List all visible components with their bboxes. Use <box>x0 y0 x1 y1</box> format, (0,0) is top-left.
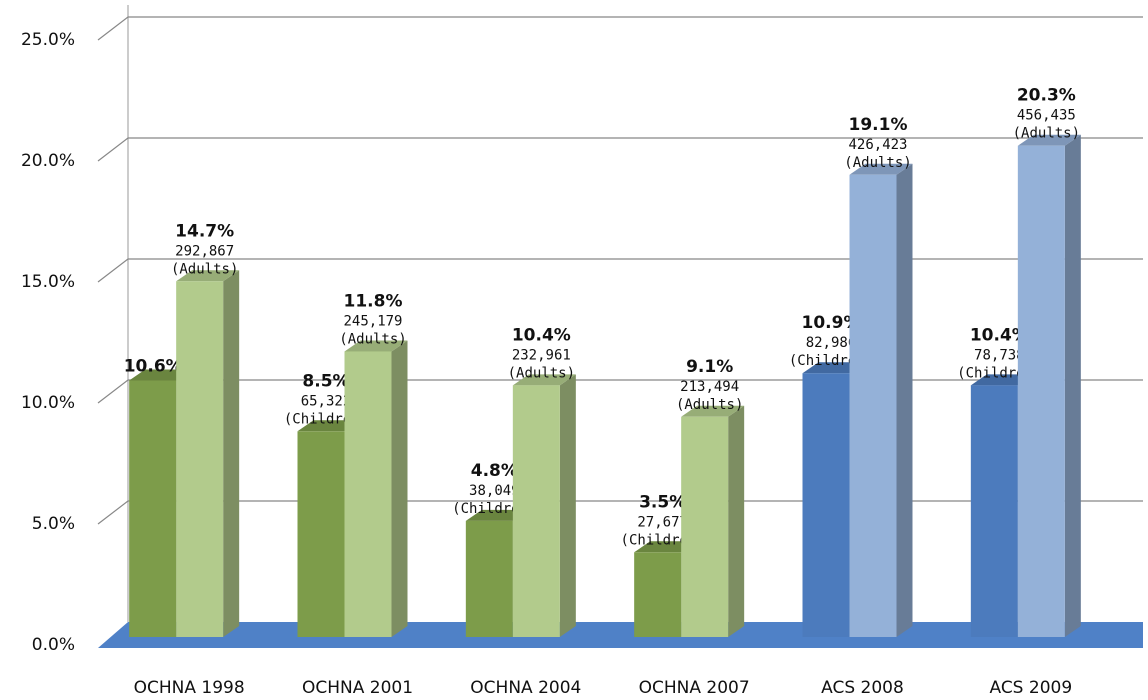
group-label: (Adults) <box>676 397 743 413</box>
count-label: 456,435 <box>1017 108 1076 124</box>
x-tick-label: OCHNA 2007 <box>639 678 750 698</box>
bar-top <box>512 374 576 386</box>
count-label: 426,423 <box>848 137 907 153</box>
bar-side <box>559 374 576 637</box>
count-label: 78,738 <box>974 347 1025 363</box>
bar-side <box>391 340 408 637</box>
bar <box>970 385 1018 637</box>
bar-side <box>728 405 745 637</box>
bar <box>344 351 392 637</box>
bar <box>802 373 850 637</box>
bar <box>465 520 513 637</box>
data-label: 10.4% <box>512 325 571 345</box>
x-tick-label: ACS 2009 <box>989 678 1072 698</box>
bar <box>512 385 560 637</box>
bar <box>176 281 224 637</box>
x-tick-label: ACS 2008 <box>821 678 904 698</box>
bar <box>634 552 682 637</box>
data-label: 11.8% <box>344 291 403 311</box>
grid-line <box>97 16 1143 41</box>
x-tick-label: OCHNA 2004 <box>470 678 581 698</box>
y-tick-label: 25.0% <box>21 30 75 50</box>
group-label: (Adults) <box>508 365 575 381</box>
data-label: 10.9% <box>802 313 861 333</box>
count-label: 232,961 <box>512 347 571 363</box>
y-tick-label: 15.0% <box>21 272 75 292</box>
count-label: 245,179 <box>343 313 402 329</box>
bar <box>849 174 897 637</box>
x-tick-label: OCHNA 2001 <box>302 678 413 698</box>
count-label: 27,677 <box>637 514 688 530</box>
y-tick-label: 5.0% <box>32 514 75 534</box>
data-label: 3.5% <box>639 492 686 512</box>
group-label: (Adults) <box>339 331 406 347</box>
bar-top <box>849 163 913 175</box>
bar <box>681 416 729 637</box>
group-label: (Adults) <box>1013 126 1080 142</box>
count-label: 213,494 <box>680 379 739 395</box>
data-label: 10.6%* <box>124 356 192 376</box>
count-label: 292,867 <box>175 243 234 259</box>
y-tick-label: 10.0% <box>21 393 75 413</box>
count-label: 65,322 <box>301 393 352 409</box>
y-tick-label: 0.0% <box>32 635 75 655</box>
count-label: 38,049 <box>469 483 520 499</box>
data-label: 8.5% <box>302 371 349 391</box>
data-label: 4.8% <box>471 461 518 481</box>
bar-top <box>344 340 408 352</box>
data-label: 20.3% <box>1017 86 1076 106</box>
bar-side <box>896 163 913 637</box>
count-label: 82,986 <box>806 335 857 351</box>
bar-side <box>1064 134 1081 638</box>
data-label: 14.7% <box>175 221 234 241</box>
bar-top <box>1017 134 1081 146</box>
x-tick-label: OCHNA 1998 <box>134 678 245 698</box>
bar <box>129 380 177 637</box>
y-tick-label: 20.0% <box>21 151 75 171</box>
data-label: 19.1% <box>849 115 908 135</box>
grid-line <box>97 137 1143 162</box>
group-label: (Adults) <box>844 155 911 171</box>
grid-line <box>97 258 1143 283</box>
group-label: (Adults) <box>171 261 238 277</box>
bar-top <box>176 270 240 282</box>
data-label: 9.1% <box>686 357 733 377</box>
bar <box>1017 145 1065 638</box>
bar-top <box>681 405 745 417</box>
bar-side <box>223 270 240 637</box>
bar <box>297 431 345 637</box>
data-label: 10.4% <box>970 325 1029 345</box>
